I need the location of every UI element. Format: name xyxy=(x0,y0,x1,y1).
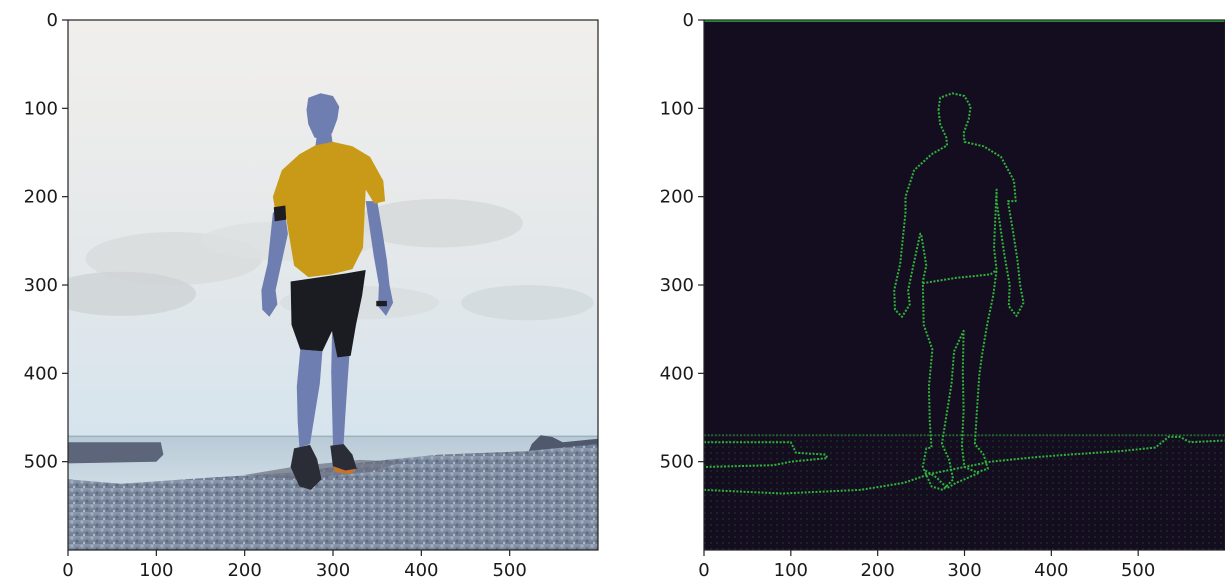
edges-ticks: 0 100 200 300 400 500 0 100 200 300 400 500 xyxy=(660,10,1156,581)
cloud xyxy=(68,271,197,316)
cloud xyxy=(461,285,594,321)
right-leg xyxy=(331,330,351,446)
y-tick-label: 300 xyxy=(24,275,58,296)
black-shorts xyxy=(290,270,366,358)
photo-image xyxy=(68,20,598,550)
y-tick-label: 100 xyxy=(24,98,58,119)
ground-texture xyxy=(704,435,1225,550)
x-tick-label: 200 xyxy=(227,560,261,581)
edges-image xyxy=(704,20,1225,550)
x-tick-label: 300 xyxy=(316,560,350,581)
shoreline-edge xyxy=(704,435,1225,495)
wristwatch xyxy=(376,300,387,307)
photo-ticks: 0 100 200 300 400 500 0 100 200 300 400 500 xyxy=(24,10,527,581)
x-tick-label: 100 xyxy=(774,560,808,581)
y-tick-label: 400 xyxy=(660,363,694,384)
waist-edge xyxy=(922,269,998,285)
yellow-shirt xyxy=(272,141,386,278)
x-tick-label: 100 xyxy=(139,560,173,581)
y-tick-label: 200 xyxy=(660,187,694,208)
person-outline xyxy=(893,92,1025,491)
y-tick-label: 0 xyxy=(683,10,694,31)
head xyxy=(306,93,340,141)
x-tick-label: 200 xyxy=(860,560,894,581)
feet-edge xyxy=(924,469,981,490)
y-tick-label: 300 xyxy=(660,275,694,296)
y-tick-label: 500 xyxy=(24,452,58,473)
photo-panel: 0 100 200 300 400 500 0 100 200 300 400 500 xyxy=(24,10,599,581)
left-leg xyxy=(296,349,323,448)
top-edge xyxy=(704,20,1225,22)
right-arm xyxy=(365,201,394,316)
cloud xyxy=(355,198,523,248)
y-tick-label: 500 xyxy=(660,452,694,473)
y-tick-label: 400 xyxy=(24,363,58,384)
edges-panel: 0 100 200 300 400 500 0 100 200 300 400 500 xyxy=(660,10,1225,581)
x-tick-label: 0 xyxy=(62,560,73,581)
right-shoe xyxy=(330,444,357,473)
y-tick-label: 200 xyxy=(24,187,58,208)
pebble-beach xyxy=(68,444,598,550)
pier-edge xyxy=(704,441,829,468)
y-tick-label: 0 xyxy=(47,10,58,31)
left-shoe xyxy=(290,444,322,490)
pier xyxy=(68,442,164,464)
x-tick-label: 400 xyxy=(404,560,438,581)
x-tick-label: 500 xyxy=(1121,560,1155,581)
x-tick-label: 400 xyxy=(1034,560,1068,581)
y-tick-label: 100 xyxy=(660,98,694,119)
x-tick-label: 0 xyxy=(698,560,709,581)
x-tick-label: 300 xyxy=(947,560,981,581)
shoe-sole xyxy=(333,466,356,474)
shore-rocks xyxy=(244,459,404,480)
armband xyxy=(273,205,287,222)
x-tick-label: 500 xyxy=(492,560,526,581)
left-arm xyxy=(261,209,288,317)
